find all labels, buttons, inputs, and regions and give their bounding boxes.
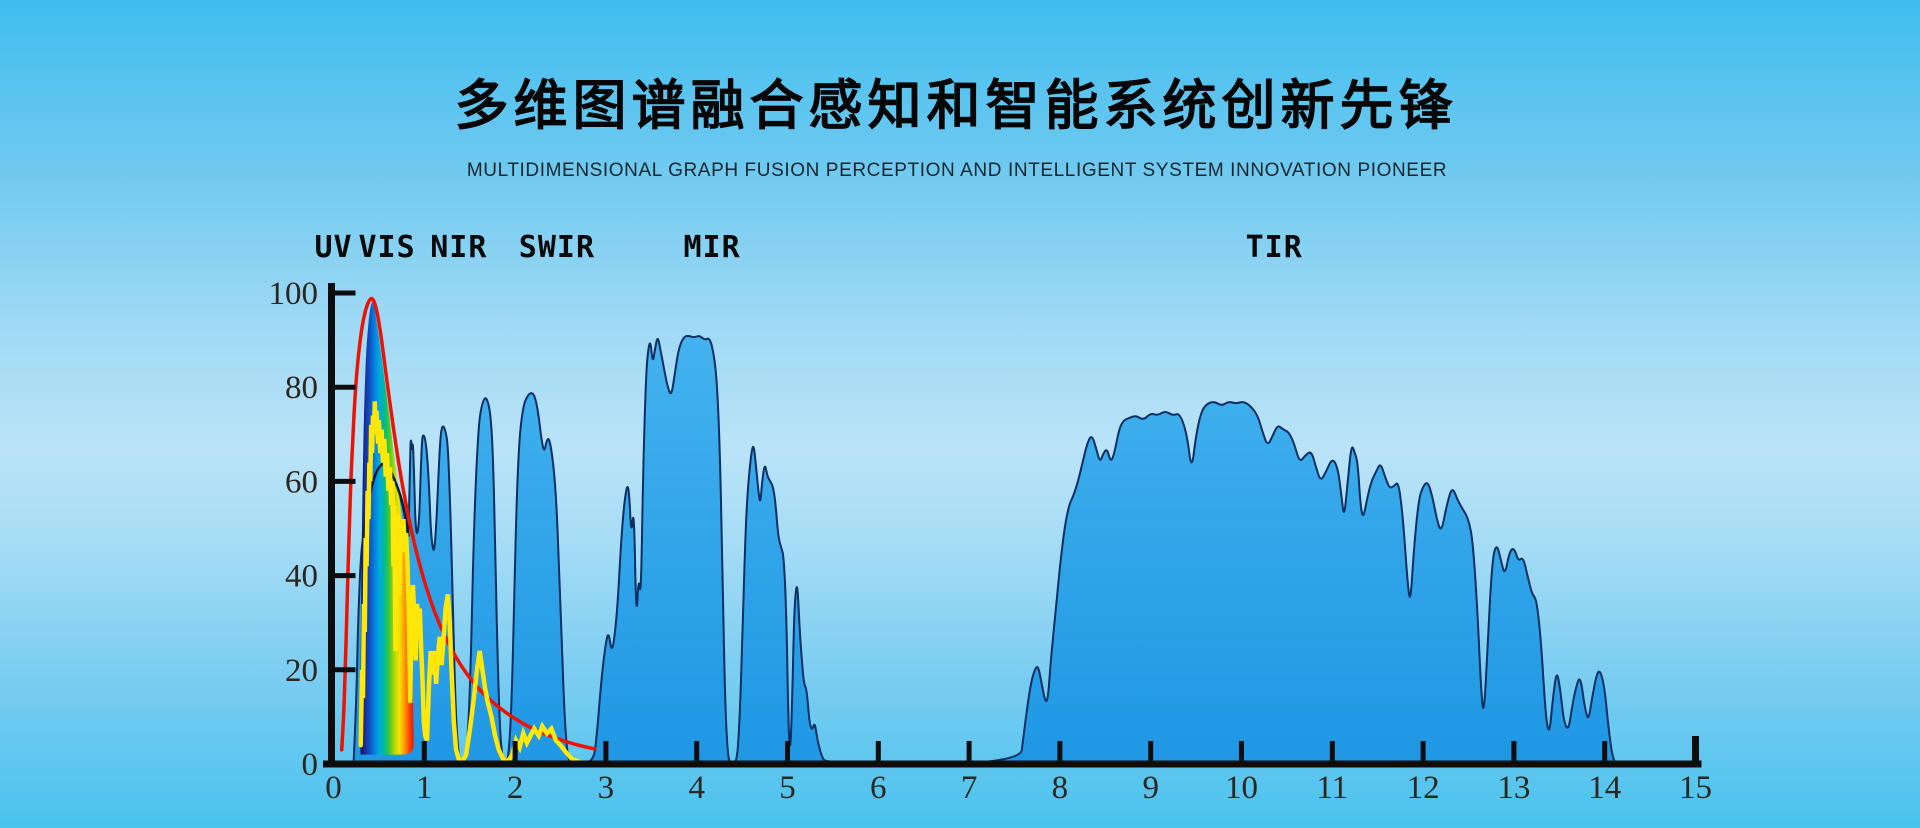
y-tick-label: 80 bbox=[285, 370, 318, 406]
y-tick-label: 60 bbox=[285, 464, 318, 500]
x-tick-label: 3 bbox=[598, 770, 615, 806]
page-title: 多维图谱融合感知和智能系统创新先锋 bbox=[454, 74, 1458, 137]
y-tick-label: 0 bbox=[302, 747, 319, 783]
x-tick-label: 7 bbox=[961, 770, 978, 806]
band-label-nir: NIR bbox=[430, 230, 487, 265]
x-tick-label: 5 bbox=[779, 770, 796, 806]
x-tick-label: 8 bbox=[1052, 770, 1069, 806]
x-tick-label: 2 bbox=[507, 770, 524, 806]
x-tick-label: 13 bbox=[1497, 770, 1530, 806]
page-subtitle: MULTIDIMENSIONAL GRAPH FUSION PERCEPTION… bbox=[466, 160, 1448, 181]
x-tick-label: 1 bbox=[416, 770, 433, 806]
x-tick-label: 12 bbox=[1407, 770, 1440, 806]
x-tick-label: 9 bbox=[1142, 770, 1159, 806]
blackbody-envelope-curve bbox=[339, 296, 597, 752]
x-tick-label: 11 bbox=[1316, 770, 1348, 806]
y-tick-label: 100 bbox=[269, 276, 319, 312]
band-label-uv: UV bbox=[314, 230, 352, 265]
x-tick-label: 15 bbox=[1679, 770, 1712, 806]
band-label-vis: VIS bbox=[359, 230, 416, 265]
band-label-tir: TIR bbox=[1246, 230, 1303, 265]
transmission-windows-area bbox=[352, 334, 1617, 765]
x-tick-label: 0 bbox=[325, 770, 342, 806]
y-tick-label: 40 bbox=[285, 559, 318, 595]
x-tick-label: 6 bbox=[870, 770, 887, 806]
ground-solar-curve bbox=[358, 401, 581, 765]
x-tick-label: 14 bbox=[1588, 770, 1621, 806]
x-tick-label: 10 bbox=[1225, 770, 1258, 806]
x-tick-label: 4 bbox=[688, 770, 705, 806]
y-tick-label: 20 bbox=[285, 653, 318, 689]
band-label-swir: SWIR bbox=[519, 230, 595, 265]
band-label-mir: MIR bbox=[684, 230, 741, 265]
